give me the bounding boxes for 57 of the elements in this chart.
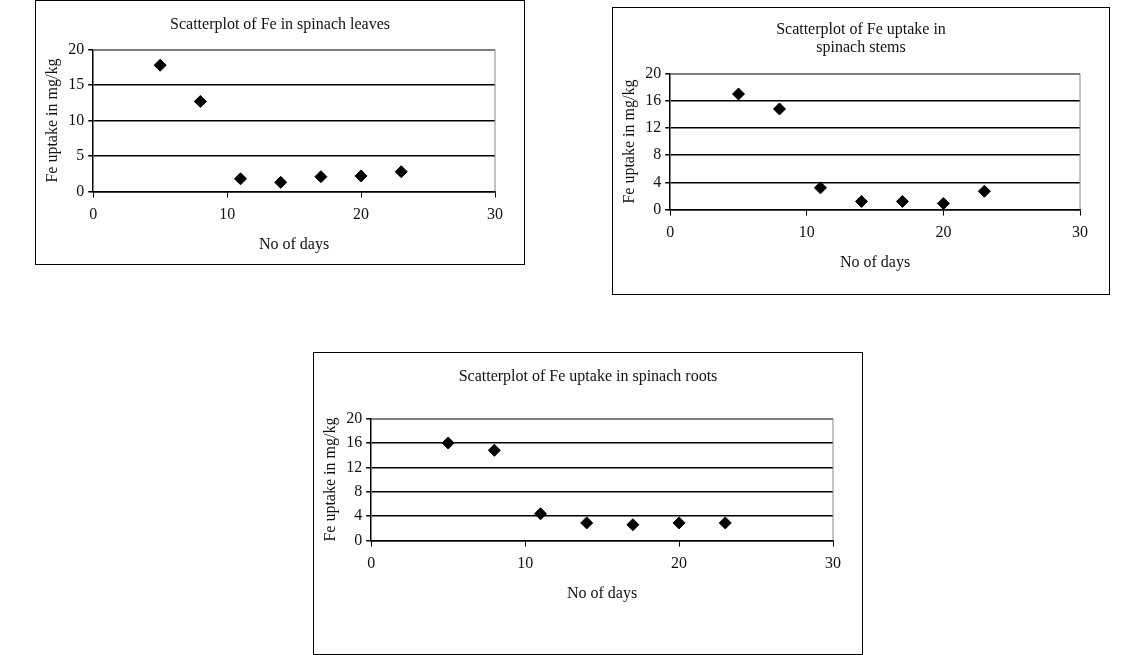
point: [672, 516, 686, 530]
y-axis-title: Fe uptake in mg/kg: [42, 58, 61, 183]
x-tick-label: 0: [367, 554, 376, 572]
y-tick-label: 10: [68, 110, 85, 128]
point: [394, 165, 408, 179]
point: [234, 172, 248, 186]
point: [732, 87, 745, 101]
point: [193, 94, 207, 108]
point: [487, 443, 501, 457]
x-tick-label: 30: [825, 554, 841, 572]
x-tick-label: 20: [935, 223, 952, 241]
y-tick-label: 5: [76, 146, 85, 164]
x-tick-label: 10: [517, 554, 534, 572]
y-tick-label: 8: [354, 482, 363, 499]
x-axis-title: No of days: [839, 252, 911, 271]
y-tick-label: 4: [354, 506, 363, 524]
point: [813, 181, 827, 195]
x-tick-label: 10: [798, 223, 815, 241]
point: [580, 516, 594, 530]
point: [153, 58, 167, 72]
y-tick-label: 20: [346, 408, 363, 426]
chart-title: Scatterplot of Fe uptake in spinach roots: [457, 367, 719, 385]
y-axis-title: Fe uptake in mg/kg: [619, 79, 638, 204]
x-tick-label: 30: [487, 205, 503, 223]
point: [854, 194, 868, 208]
y-tick-label: 4: [653, 172, 662, 190]
point: [441, 436, 455, 450]
point: [977, 184, 991, 198]
point: [895, 194, 909, 208]
y-tick-label: 12: [346, 457, 363, 475]
y-tick-label: 0: [354, 530, 363, 548]
x-axis-title: No of days: [566, 583, 638, 602]
y-tick-label: 20: [645, 63, 662, 81]
point: [354, 169, 368, 183]
x-axis-title: No of days: [258, 234, 330, 253]
y-tick-label: 0: [76, 181, 85, 199]
y-tick-label: 15: [68, 75, 85, 93]
x-tick-label: 0: [666, 223, 675, 241]
chart-title: Scatterplot of Fe in spinach leaves: [169, 15, 391, 33]
point: [772, 102, 786, 116]
y-tick-label: 16: [645, 91, 662, 108]
x-tick-label: 10: [219, 205, 236, 223]
point: [626, 518, 640, 532]
x-tick-label: 30: [1072, 223, 1088, 241]
y-tick-label: 16: [346, 433, 363, 451]
point: [936, 196, 950, 210]
x-tick-label: 20: [671, 554, 688, 572]
y-tick-label: 8: [653, 145, 662, 163]
y-tick-label: 12: [645, 118, 662, 136]
chart-title: Scatterplot of Fe uptake in spinach stems: [775, 20, 947, 56]
y-axis-title: Fe uptake in mg/kg: [320, 417, 339, 542]
point: [314, 170, 328, 184]
point: [718, 516, 732, 530]
point: [534, 507, 548, 521]
y-tick-label: 20: [68, 39, 85, 57]
x-tick-label: 0: [89, 205, 98, 223]
point: [274, 175, 288, 189]
